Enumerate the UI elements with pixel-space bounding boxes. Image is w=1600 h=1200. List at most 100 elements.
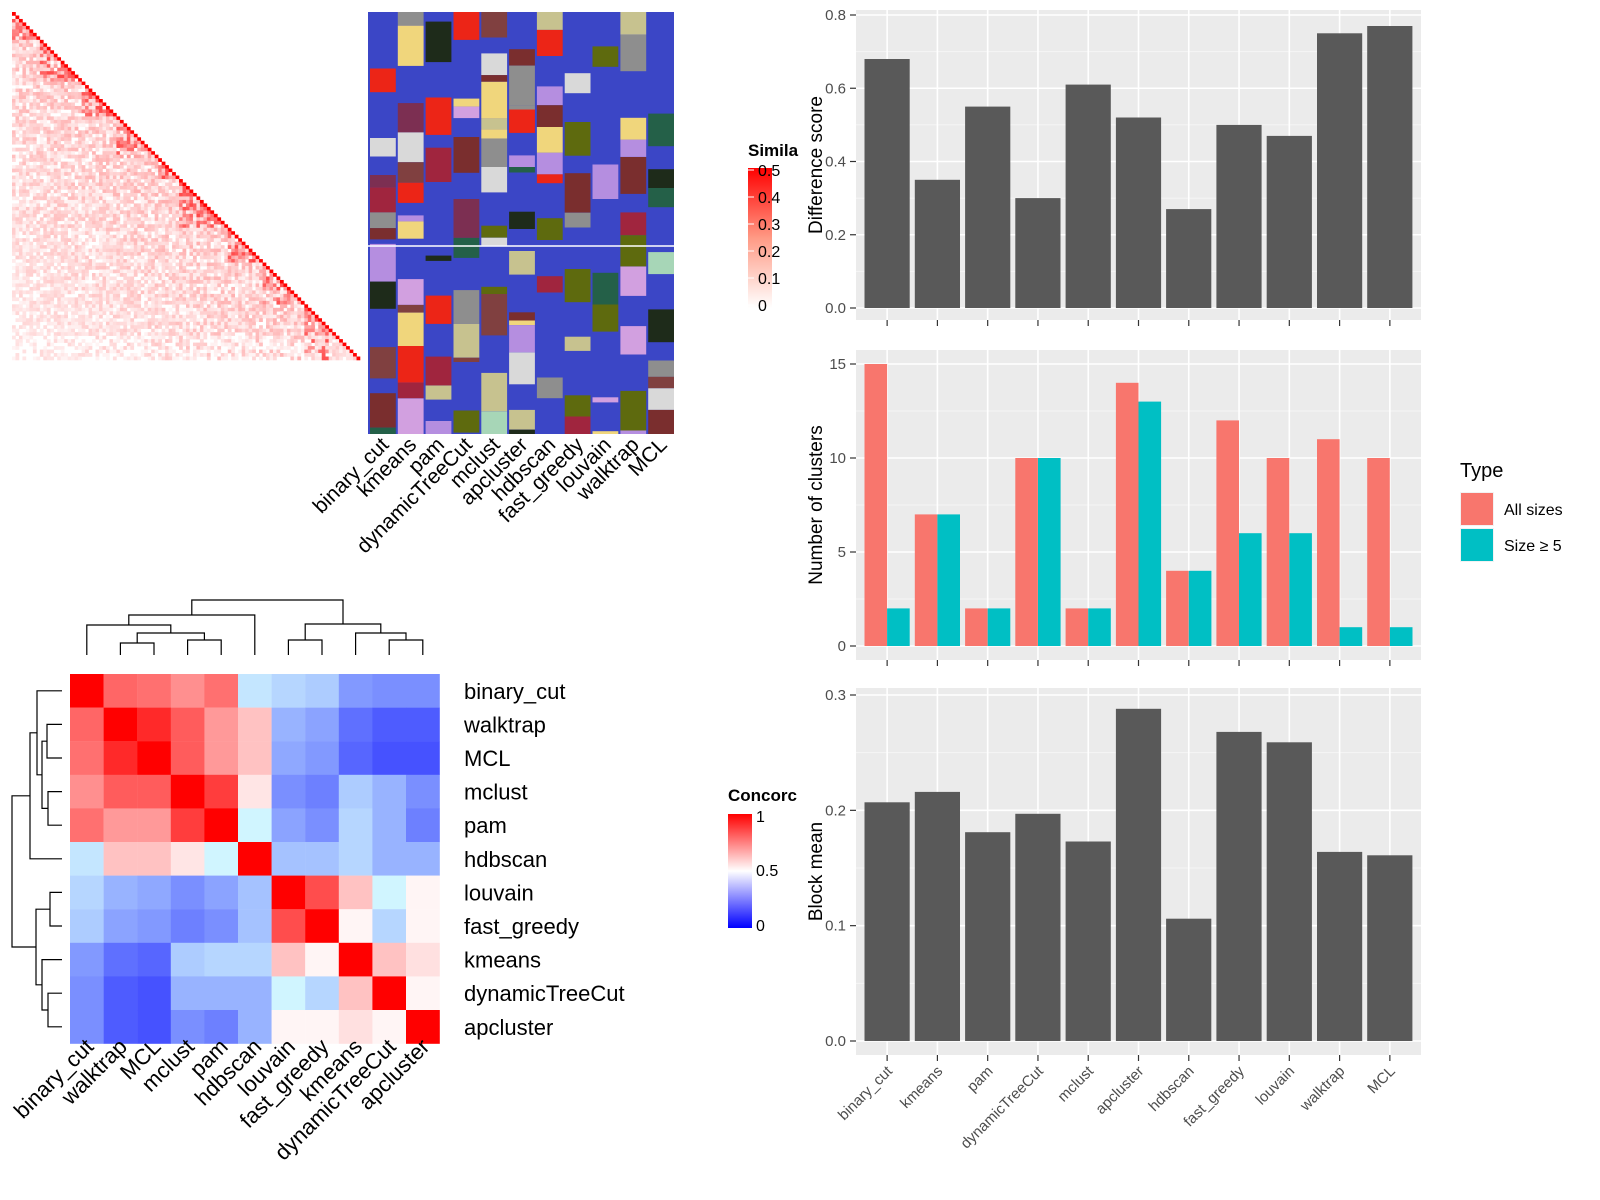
similarity-cell [231,339,236,343]
similarity-cell [25,36,30,41]
similarity-cell [46,95,51,100]
similarity-cell [290,342,295,347]
similarity-cell [95,95,100,100]
similarity-cell [182,321,187,326]
similarity-cell [165,241,169,246]
similarity-cell [238,259,242,263]
similarity-cell [29,88,34,93]
dendrogram-branch [128,614,256,655]
similarity-cell [67,206,72,211]
similarity-cell [53,102,58,107]
similarity-cell [36,81,41,86]
similarity-cell [46,255,51,260]
similarity-cell [203,321,208,326]
similarity-cell [140,339,145,343]
similarity-cell [192,252,197,256]
similarity-cell [196,203,201,208]
similarity-cell [304,342,309,347]
similarity-cell [25,328,30,333]
similarity-cell [85,321,89,326]
similarity-cell [158,304,162,309]
similarity-cell [286,353,291,357]
concordance-row-label: MCL [464,746,510,771]
cluster-segment [453,290,480,324]
similarity-cell [304,311,309,316]
similarity-cell [112,147,117,152]
similarity-cell [154,158,159,162]
similarity-cell [161,342,166,347]
similarity-cell [259,297,263,302]
similarity-cell [46,307,51,312]
similarity-cell [290,297,295,302]
similarity-cell [78,252,82,256]
similarity-cell [85,192,89,197]
similarity-cell [57,78,62,82]
similarity-cell [133,140,138,145]
similarity-cell [74,224,79,229]
similarity-cell [39,67,44,72]
similarity-cell [67,269,72,274]
similarity-cell [318,321,323,326]
similarity-cell [15,311,20,316]
cluster-segment [481,81,508,119]
similarity-cell [273,328,277,333]
bar [1266,742,1312,1041]
similarity-cell [269,276,274,281]
similarity-cell [67,245,72,249]
similarity-cell [29,92,34,96]
similarity-cell [213,311,218,316]
similarity-cell [102,147,107,152]
similarity-cell [165,339,169,343]
similarity-cell [18,276,23,281]
similarity-cell [252,346,256,350]
similarity-cell [161,276,166,281]
similarity-cell [95,179,100,183]
concordance-cell [305,976,339,1011]
similarity-cell [224,311,229,316]
similarity-cell [119,227,124,232]
similarity-cell [199,321,204,326]
similarity-cell [109,255,114,260]
similarity-cell [217,297,222,302]
similarity-cell [199,210,204,215]
similarity-cell [105,293,110,298]
similarity-cell [64,276,68,281]
concordance-cell [406,942,440,977]
similarity-cell [116,238,121,242]
similarity-cell [67,85,72,89]
similarity-cell [116,241,121,246]
similarity-cell [210,269,215,274]
similarity-cell [217,318,222,323]
cluster-segment [397,346,424,383]
similarity-cell [217,238,222,242]
similarity-cell [126,279,131,284]
similarity-cell [259,307,263,312]
similarity-cell [116,206,121,211]
similarity-cell [57,179,62,183]
similarity-cell [168,220,173,225]
similarity-cell [147,182,152,187]
similarity-cell [99,99,103,103]
similarity-cell [161,335,166,340]
similarity-cell [95,175,100,180]
cluster-segment [370,68,396,93]
similarity-cell [217,241,222,246]
similarity-cell [18,325,23,329]
similarity-cell [168,349,173,354]
similarity-cell [50,147,55,152]
similarity-cell [85,116,89,121]
similarity-cell [39,234,44,239]
cluster-segment [592,304,619,332]
similarity-cell [67,248,72,253]
similarity-cell [203,293,208,298]
similarity-cell [231,269,236,274]
similarity-cell [43,262,48,267]
similarity-cell [220,266,225,270]
similarity-cell [64,339,68,343]
similarity-cell [186,189,190,194]
similarity-cell [266,279,270,284]
similarity-cell [286,286,291,291]
similarity-cell [15,53,20,58]
similarity-cell [60,99,65,103]
similarity-cell [224,307,229,312]
